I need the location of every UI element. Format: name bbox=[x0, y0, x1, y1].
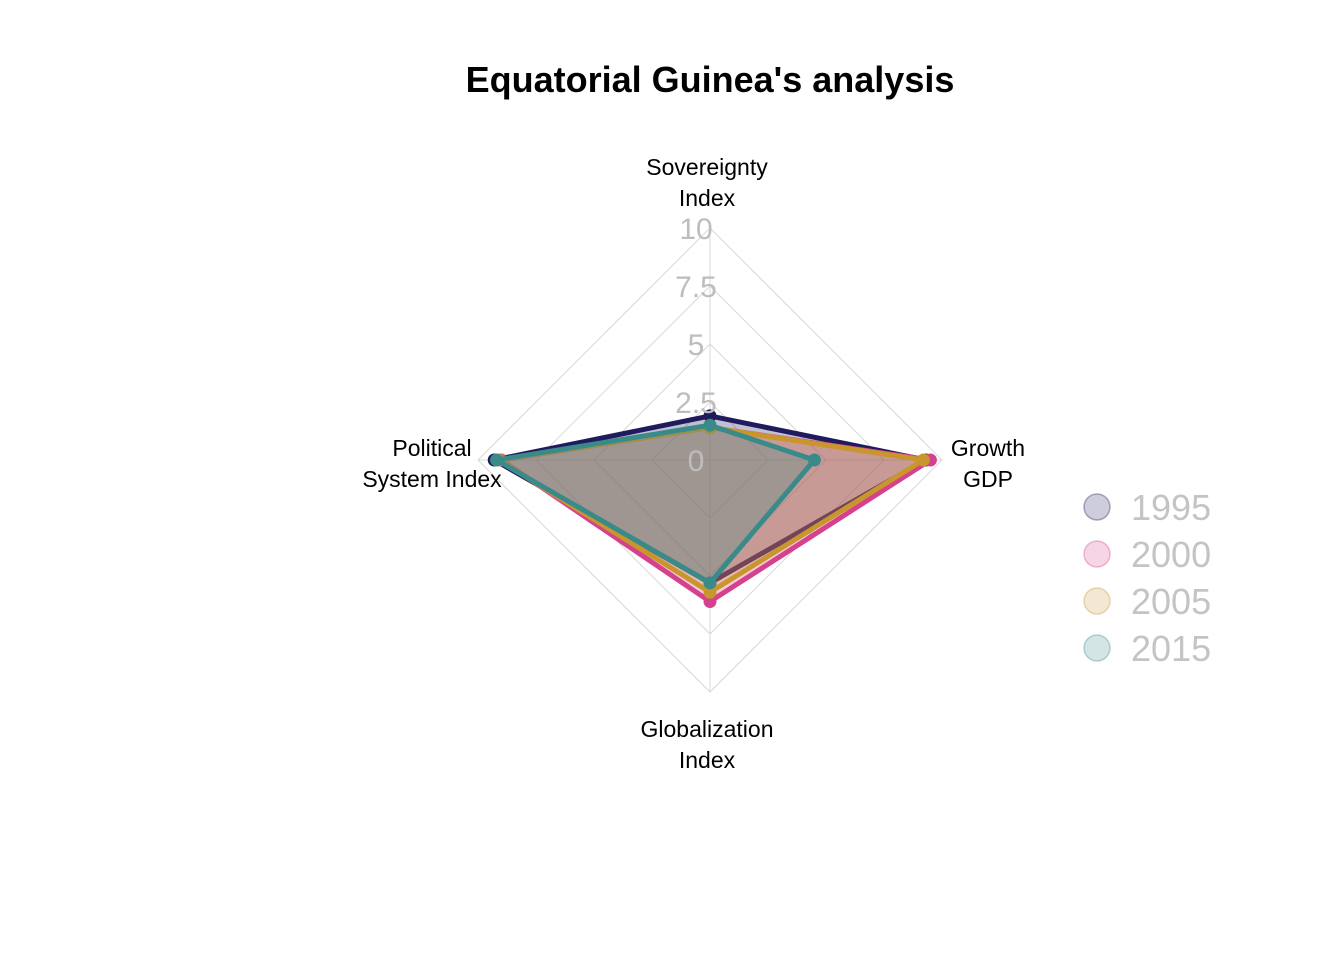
legend-swatch bbox=[1083, 540, 1111, 568]
tick-label: 0 bbox=[688, 445, 705, 478]
axis-label: Sovereignty Index bbox=[646, 154, 768, 211]
legend-label: 2000 bbox=[1131, 534, 1211, 575]
tick-label: 5 bbox=[688, 329, 705, 362]
legend-swatch bbox=[1083, 587, 1111, 615]
data-point bbox=[703, 418, 717, 432]
chart-title: Equatorial Guinea's analysis bbox=[466, 59, 955, 100]
tick-label: 7.5 bbox=[675, 271, 717, 304]
data-point bbox=[703, 576, 717, 590]
data-point bbox=[703, 585, 717, 599]
radar-series bbox=[487, 409, 937, 609]
legend-label: 2005 bbox=[1131, 581, 1211, 622]
legend-label: 2015 bbox=[1131, 628, 1211, 669]
axis-label: Political System Index bbox=[362, 435, 502, 492]
radar-grid bbox=[477, 227, 943, 693]
legend: 1995 2000 2005 2015 bbox=[1083, 487, 1211, 669]
axis-label: Globalization Index bbox=[641, 716, 774, 773]
legend-swatch bbox=[1083, 634, 1111, 662]
legend-label: 1995 bbox=[1131, 487, 1211, 528]
data-point bbox=[807, 453, 821, 467]
data-point bbox=[490, 453, 504, 467]
tick-label: 2.5 bbox=[675, 387, 717, 420]
radar-tick-labels: 0 2.5 5 7.5 10 bbox=[675, 213, 717, 478]
data-point bbox=[916, 453, 930, 467]
tick-label: 10 bbox=[679, 213, 712, 246]
radar-axis-labels: Sovereignty Index Growth GDP Globalization In… bbox=[362, 154, 1025, 773]
data-point bbox=[703, 409, 717, 423]
data-point bbox=[703, 595, 717, 609]
axis-label: Growth GDP bbox=[951, 435, 1025, 492]
legend-swatch bbox=[1083, 493, 1111, 521]
